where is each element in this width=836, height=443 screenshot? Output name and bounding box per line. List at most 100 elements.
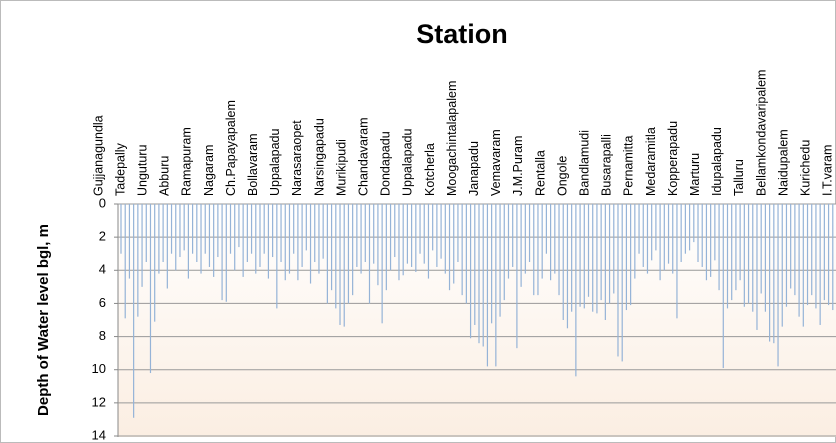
x-tick-label: Naidupalem xyxy=(776,129,790,196)
y-tick-label: 10 xyxy=(92,361,106,376)
bar xyxy=(524,204,526,274)
bar xyxy=(284,204,286,281)
bar xyxy=(781,204,783,327)
y-tick-label: 12 xyxy=(92,394,106,409)
bar xyxy=(352,204,354,296)
bar xyxy=(760,204,762,294)
bar xyxy=(533,204,535,296)
bar xyxy=(398,204,400,281)
bar xyxy=(465,204,467,304)
x-tick-label: J.M.Puram xyxy=(511,136,525,196)
bar xyxy=(457,204,459,262)
bar xyxy=(326,204,328,304)
bar xyxy=(613,204,615,294)
x-tick-label: Medaramitla xyxy=(644,127,658,196)
bar xyxy=(604,204,606,320)
bar xyxy=(486,204,489,367)
bar xyxy=(688,204,691,251)
bar xyxy=(512,204,514,267)
bar xyxy=(566,204,569,329)
bar xyxy=(250,204,253,254)
bar xyxy=(773,204,775,344)
bar xyxy=(267,204,270,279)
bar xyxy=(360,204,362,274)
y-tick-label: 6 xyxy=(99,295,106,310)
bar xyxy=(246,204,248,262)
x-tick-label: Bellamkondavaripalem xyxy=(754,70,768,196)
bar xyxy=(259,204,261,267)
x-tick-label: Nagaram xyxy=(202,145,216,196)
bar xyxy=(608,204,611,304)
bar xyxy=(368,204,371,304)
bar xyxy=(714,204,716,261)
bar xyxy=(411,204,413,267)
bar xyxy=(137,204,139,317)
bar xyxy=(444,204,446,274)
bar xyxy=(318,204,320,274)
bar xyxy=(373,204,375,264)
bar xyxy=(638,204,640,254)
bar xyxy=(196,204,198,262)
bar xyxy=(747,204,750,304)
x-tick-label: Ramapuram xyxy=(180,127,194,196)
y-tick-label: 14 xyxy=(92,427,106,442)
bar xyxy=(663,204,665,271)
bar xyxy=(541,204,543,279)
bar xyxy=(145,204,147,262)
bar xyxy=(217,204,219,258)
x-tick-label: Janapadu xyxy=(467,141,481,196)
bar xyxy=(242,204,244,277)
bar xyxy=(389,204,392,271)
bar xyxy=(806,204,809,306)
bar xyxy=(710,204,712,277)
x-tick-label: Unguturu xyxy=(135,145,149,196)
x-tick-label: Rentalla xyxy=(533,150,547,196)
bar xyxy=(229,204,232,254)
bar xyxy=(309,204,312,284)
bar xyxy=(680,204,682,262)
bar xyxy=(276,204,278,309)
x-tick-label: Kotcherla xyxy=(423,143,437,196)
bar xyxy=(187,204,189,279)
bar xyxy=(625,204,628,311)
bar xyxy=(208,204,211,267)
bar xyxy=(377,204,379,286)
bar xyxy=(651,204,653,261)
bar xyxy=(427,204,430,279)
bar xyxy=(381,204,383,324)
bar xyxy=(385,204,387,291)
bar xyxy=(811,204,813,296)
bar xyxy=(238,204,240,248)
bar xyxy=(436,204,438,267)
bar xyxy=(596,204,598,314)
bar xyxy=(571,204,573,312)
bar xyxy=(672,204,674,274)
bar xyxy=(743,204,745,307)
bar xyxy=(617,204,619,357)
bar xyxy=(179,204,181,258)
bar xyxy=(819,204,821,325)
bar xyxy=(579,204,581,307)
x-tick-label: Narasaraopet xyxy=(290,120,304,196)
bar xyxy=(297,204,299,281)
bar xyxy=(764,204,766,312)
bar xyxy=(676,204,678,319)
bar xyxy=(364,204,366,262)
y-axis-label: Depth of Water level bgl, m xyxy=(35,224,52,416)
bar xyxy=(646,204,649,274)
bar xyxy=(301,204,303,267)
bar xyxy=(432,204,434,251)
bar xyxy=(482,204,484,347)
bar xyxy=(183,204,185,251)
bar xyxy=(769,204,771,342)
bar xyxy=(200,204,202,274)
bar xyxy=(722,204,724,369)
x-tick-label: Tadepally xyxy=(113,142,127,196)
x-tick-label: Murikipudi xyxy=(334,139,348,196)
bar xyxy=(790,204,792,289)
bar xyxy=(592,204,594,312)
x-tick-label: Narsingapadu xyxy=(312,118,326,196)
bar xyxy=(347,204,350,304)
x-tick-label: Idupalapadu xyxy=(710,127,724,196)
bar xyxy=(739,204,741,281)
